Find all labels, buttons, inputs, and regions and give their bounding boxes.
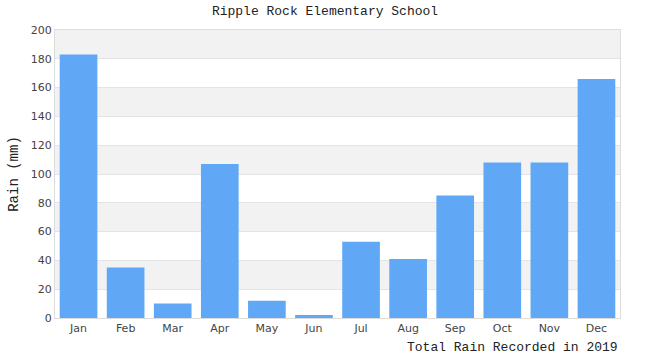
svg-text:Nov: Nov (539, 322, 561, 335)
svg-text:Apr: Apr (210, 322, 230, 335)
svg-text:Aug: Aug (397, 322, 418, 335)
svg-text:Feb: Feb (116, 322, 135, 335)
svg-text:0: 0 (45, 312, 52, 325)
svg-text:120: 120 (31, 139, 52, 152)
svg-text:Oct: Oct (493, 322, 513, 335)
svg-text:40: 40 (38, 254, 52, 267)
svg-text:20: 20 (38, 283, 52, 296)
svg-text:Ripple Rock Elementary School: Ripple Rock Elementary School (212, 4, 438, 19)
svg-text:May: May (256, 322, 279, 335)
svg-text:140: 140 (31, 110, 52, 123)
svg-text:200: 200 (31, 24, 52, 37)
svg-text:Mar: Mar (162, 322, 183, 335)
svg-text:60: 60 (38, 225, 52, 238)
svg-text:Jul: Jul (353, 322, 367, 335)
svg-text:160: 160 (31, 81, 52, 94)
svg-text:Jun: Jun (304, 322, 322, 335)
svg-text:100: 100 (31, 168, 52, 181)
svg-text:Sep: Sep (445, 322, 466, 335)
svg-text:80: 80 (38, 197, 52, 210)
svg-text:Dec: Dec (586, 322, 607, 335)
svg-text:Rain (mm): Rain (mm) (6, 136, 22, 212)
svg-text:Jan: Jan (69, 322, 87, 335)
svg-text:Total Rain Recorded in 2019: Total Rain Recorded in 2019 (407, 340, 618, 355)
svg-text:180: 180 (31, 53, 52, 66)
